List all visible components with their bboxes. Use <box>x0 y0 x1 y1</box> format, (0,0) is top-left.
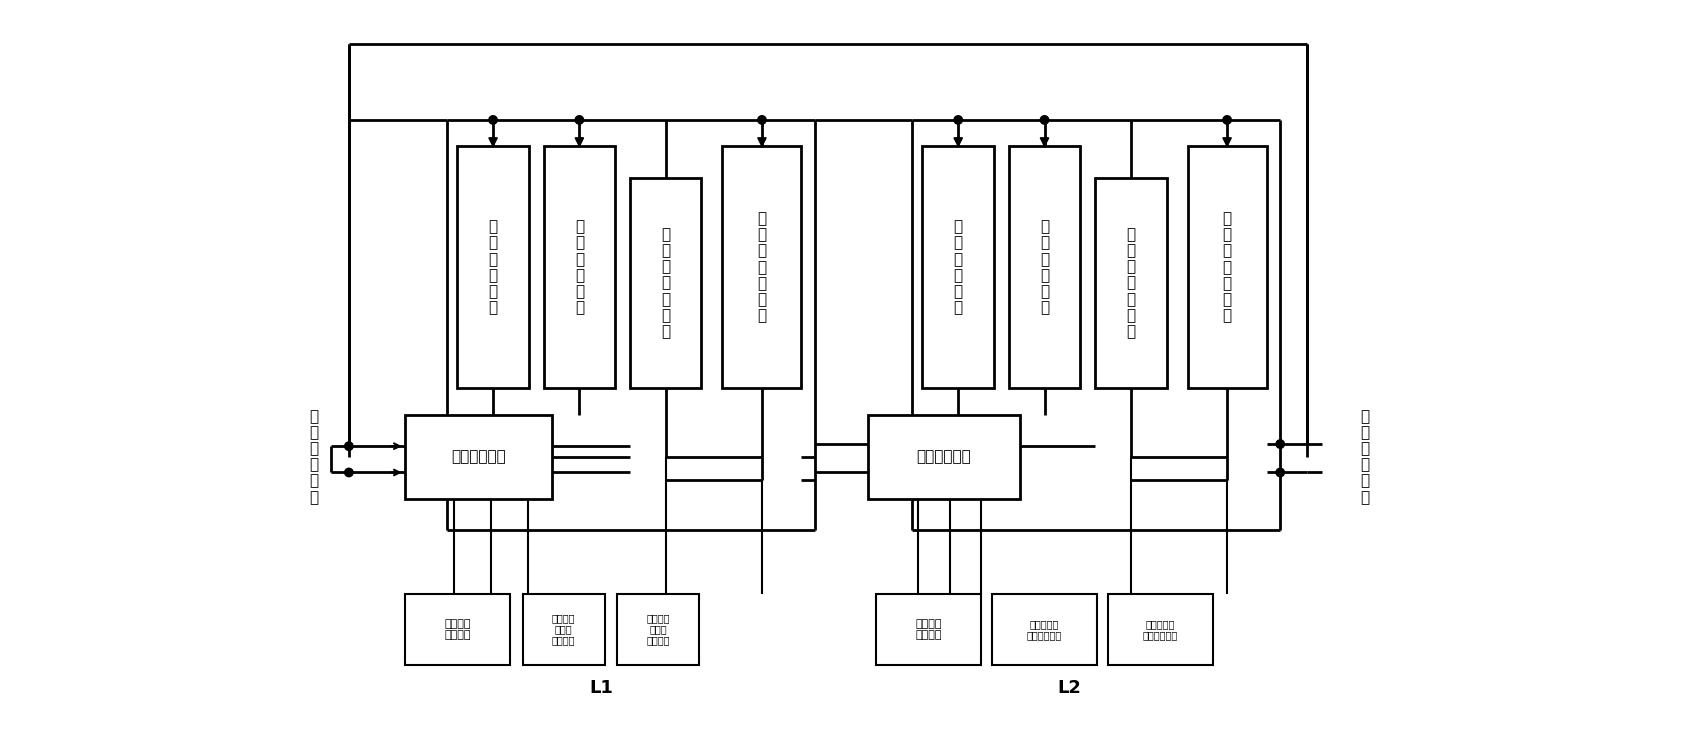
Text: 差
分
信
号
输
出: 差 分 信 号 输 出 <box>1360 409 1368 504</box>
Text: L1: L1 <box>589 679 614 697</box>
Text: 第二射极
跟随器
偏置电路: 第二射极 跟随器 偏置电路 <box>552 613 575 645</box>
Text: 第一差分
偏置电路: 第一差分 偏置电路 <box>444 619 471 640</box>
Text: 第四差分电路: 第四差分电路 <box>916 449 972 464</box>
Bar <box>543 146 616 388</box>
Polygon shape <box>489 138 498 146</box>
Text: 第一射极
跟随器
偏置电路: 第一射极 跟随器 偏置电路 <box>646 613 670 645</box>
Bar <box>405 415 552 499</box>
Bar <box>923 146 994 388</box>
Text: 第
三
射
极
跟
随
器: 第 三 射 极 跟 随 器 <box>1223 211 1232 323</box>
Text: 第四差分
偏置电路: 第四差分 偏置电路 <box>916 619 941 640</box>
Bar <box>457 146 528 388</box>
Circle shape <box>344 442 353 451</box>
Bar <box>405 594 509 665</box>
Polygon shape <box>955 138 962 146</box>
Circle shape <box>575 115 584 124</box>
Circle shape <box>1275 469 1284 477</box>
Bar <box>617 594 700 665</box>
Bar <box>1108 594 1213 665</box>
Circle shape <box>1275 440 1284 448</box>
Circle shape <box>1041 115 1049 124</box>
Bar <box>992 594 1097 665</box>
Text: 第
五
差
分
电
路: 第 五 差 分 电 路 <box>953 219 963 315</box>
Text: 第四射极跟
随器偏置电路: 第四射极跟 随器偏置电路 <box>1027 619 1063 640</box>
Bar <box>1188 146 1267 388</box>
Text: 第
二
差
分
电
路: 第 二 差 分 电 路 <box>489 219 498 315</box>
Circle shape <box>489 115 498 124</box>
Text: 第三射极跟
随器偏置电路: 第三射极跟 随器偏置电路 <box>1142 619 1178 640</box>
Text: L2: L2 <box>1058 679 1081 697</box>
Polygon shape <box>575 138 584 146</box>
Text: 第
六
差
分
电
路: 第 六 差 分 电 路 <box>1039 219 1049 315</box>
Bar <box>867 415 1021 499</box>
Polygon shape <box>1223 138 1232 146</box>
Bar <box>722 146 801 388</box>
Text: 第
一
射
极
跟
随
器: 第 一 射 极 跟 随 器 <box>757 211 766 323</box>
Bar <box>876 594 982 665</box>
Circle shape <box>757 115 766 124</box>
Bar <box>523 594 604 665</box>
Circle shape <box>344 469 353 477</box>
Text: 第一差分电路: 第一差分电路 <box>450 449 506 464</box>
Polygon shape <box>757 138 766 146</box>
Circle shape <box>955 115 962 124</box>
Circle shape <box>1223 115 1232 124</box>
Bar <box>629 178 702 388</box>
Text: 差
分
信
号
输
入: 差 分 信 号 输 入 <box>310 409 319 504</box>
Text: 第
四
射
极
跟
随
器: 第 四 射 极 跟 随 器 <box>1127 227 1135 339</box>
Text: 第
二
射
极
跟
随
器: 第 二 射 极 跟 随 器 <box>661 227 670 339</box>
Bar <box>1009 146 1080 388</box>
Text: 第
三
差
分
电
路: 第 三 差 分 电 路 <box>575 219 584 315</box>
Polygon shape <box>1041 138 1049 146</box>
Bar <box>1095 178 1167 388</box>
